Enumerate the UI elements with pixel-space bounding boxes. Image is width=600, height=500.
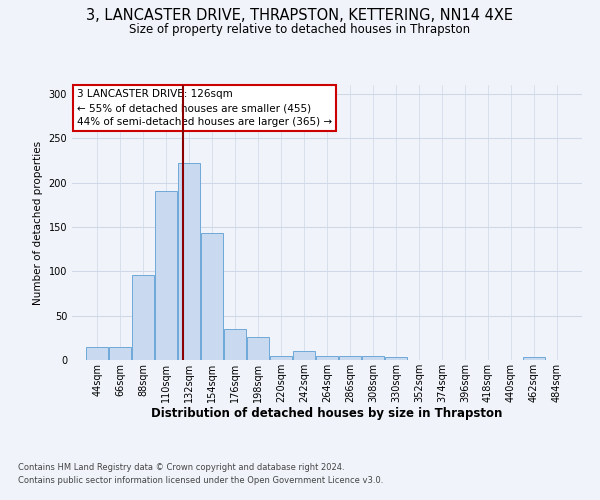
Bar <box>86 346 108 360</box>
Text: Contains HM Land Registry data © Crown copyright and database right 2024.: Contains HM Land Registry data © Crown c… <box>18 462 344 471</box>
Bar <box>224 329 246 360</box>
Bar <box>247 337 269 360</box>
Bar <box>155 192 177 360</box>
Bar <box>109 346 131 360</box>
Text: Contains public sector information licensed under the Open Government Licence v3: Contains public sector information licen… <box>18 476 383 485</box>
Bar <box>362 356 384 360</box>
Bar <box>293 351 315 360</box>
Bar <box>178 163 200 360</box>
Bar <box>132 275 154 360</box>
Text: Distribution of detached houses by size in Thrapston: Distribution of detached houses by size … <box>151 408 503 420</box>
Text: 3 LANCASTER DRIVE: 126sqm
← 55% of detached houses are smaller (455)
44% of semi: 3 LANCASTER DRIVE: 126sqm ← 55% of detac… <box>77 89 332 127</box>
Bar <box>523 358 545 360</box>
Bar <box>316 356 338 360</box>
Bar <box>201 233 223 360</box>
Bar <box>385 358 407 360</box>
Text: Size of property relative to detached houses in Thrapston: Size of property relative to detached ho… <box>130 22 470 36</box>
Bar <box>339 356 361 360</box>
Text: 3, LANCASTER DRIVE, THRAPSTON, KETTERING, NN14 4XE: 3, LANCASTER DRIVE, THRAPSTON, KETTERING… <box>86 8 514 22</box>
Bar <box>270 356 292 360</box>
Y-axis label: Number of detached properties: Number of detached properties <box>33 140 43 304</box>
